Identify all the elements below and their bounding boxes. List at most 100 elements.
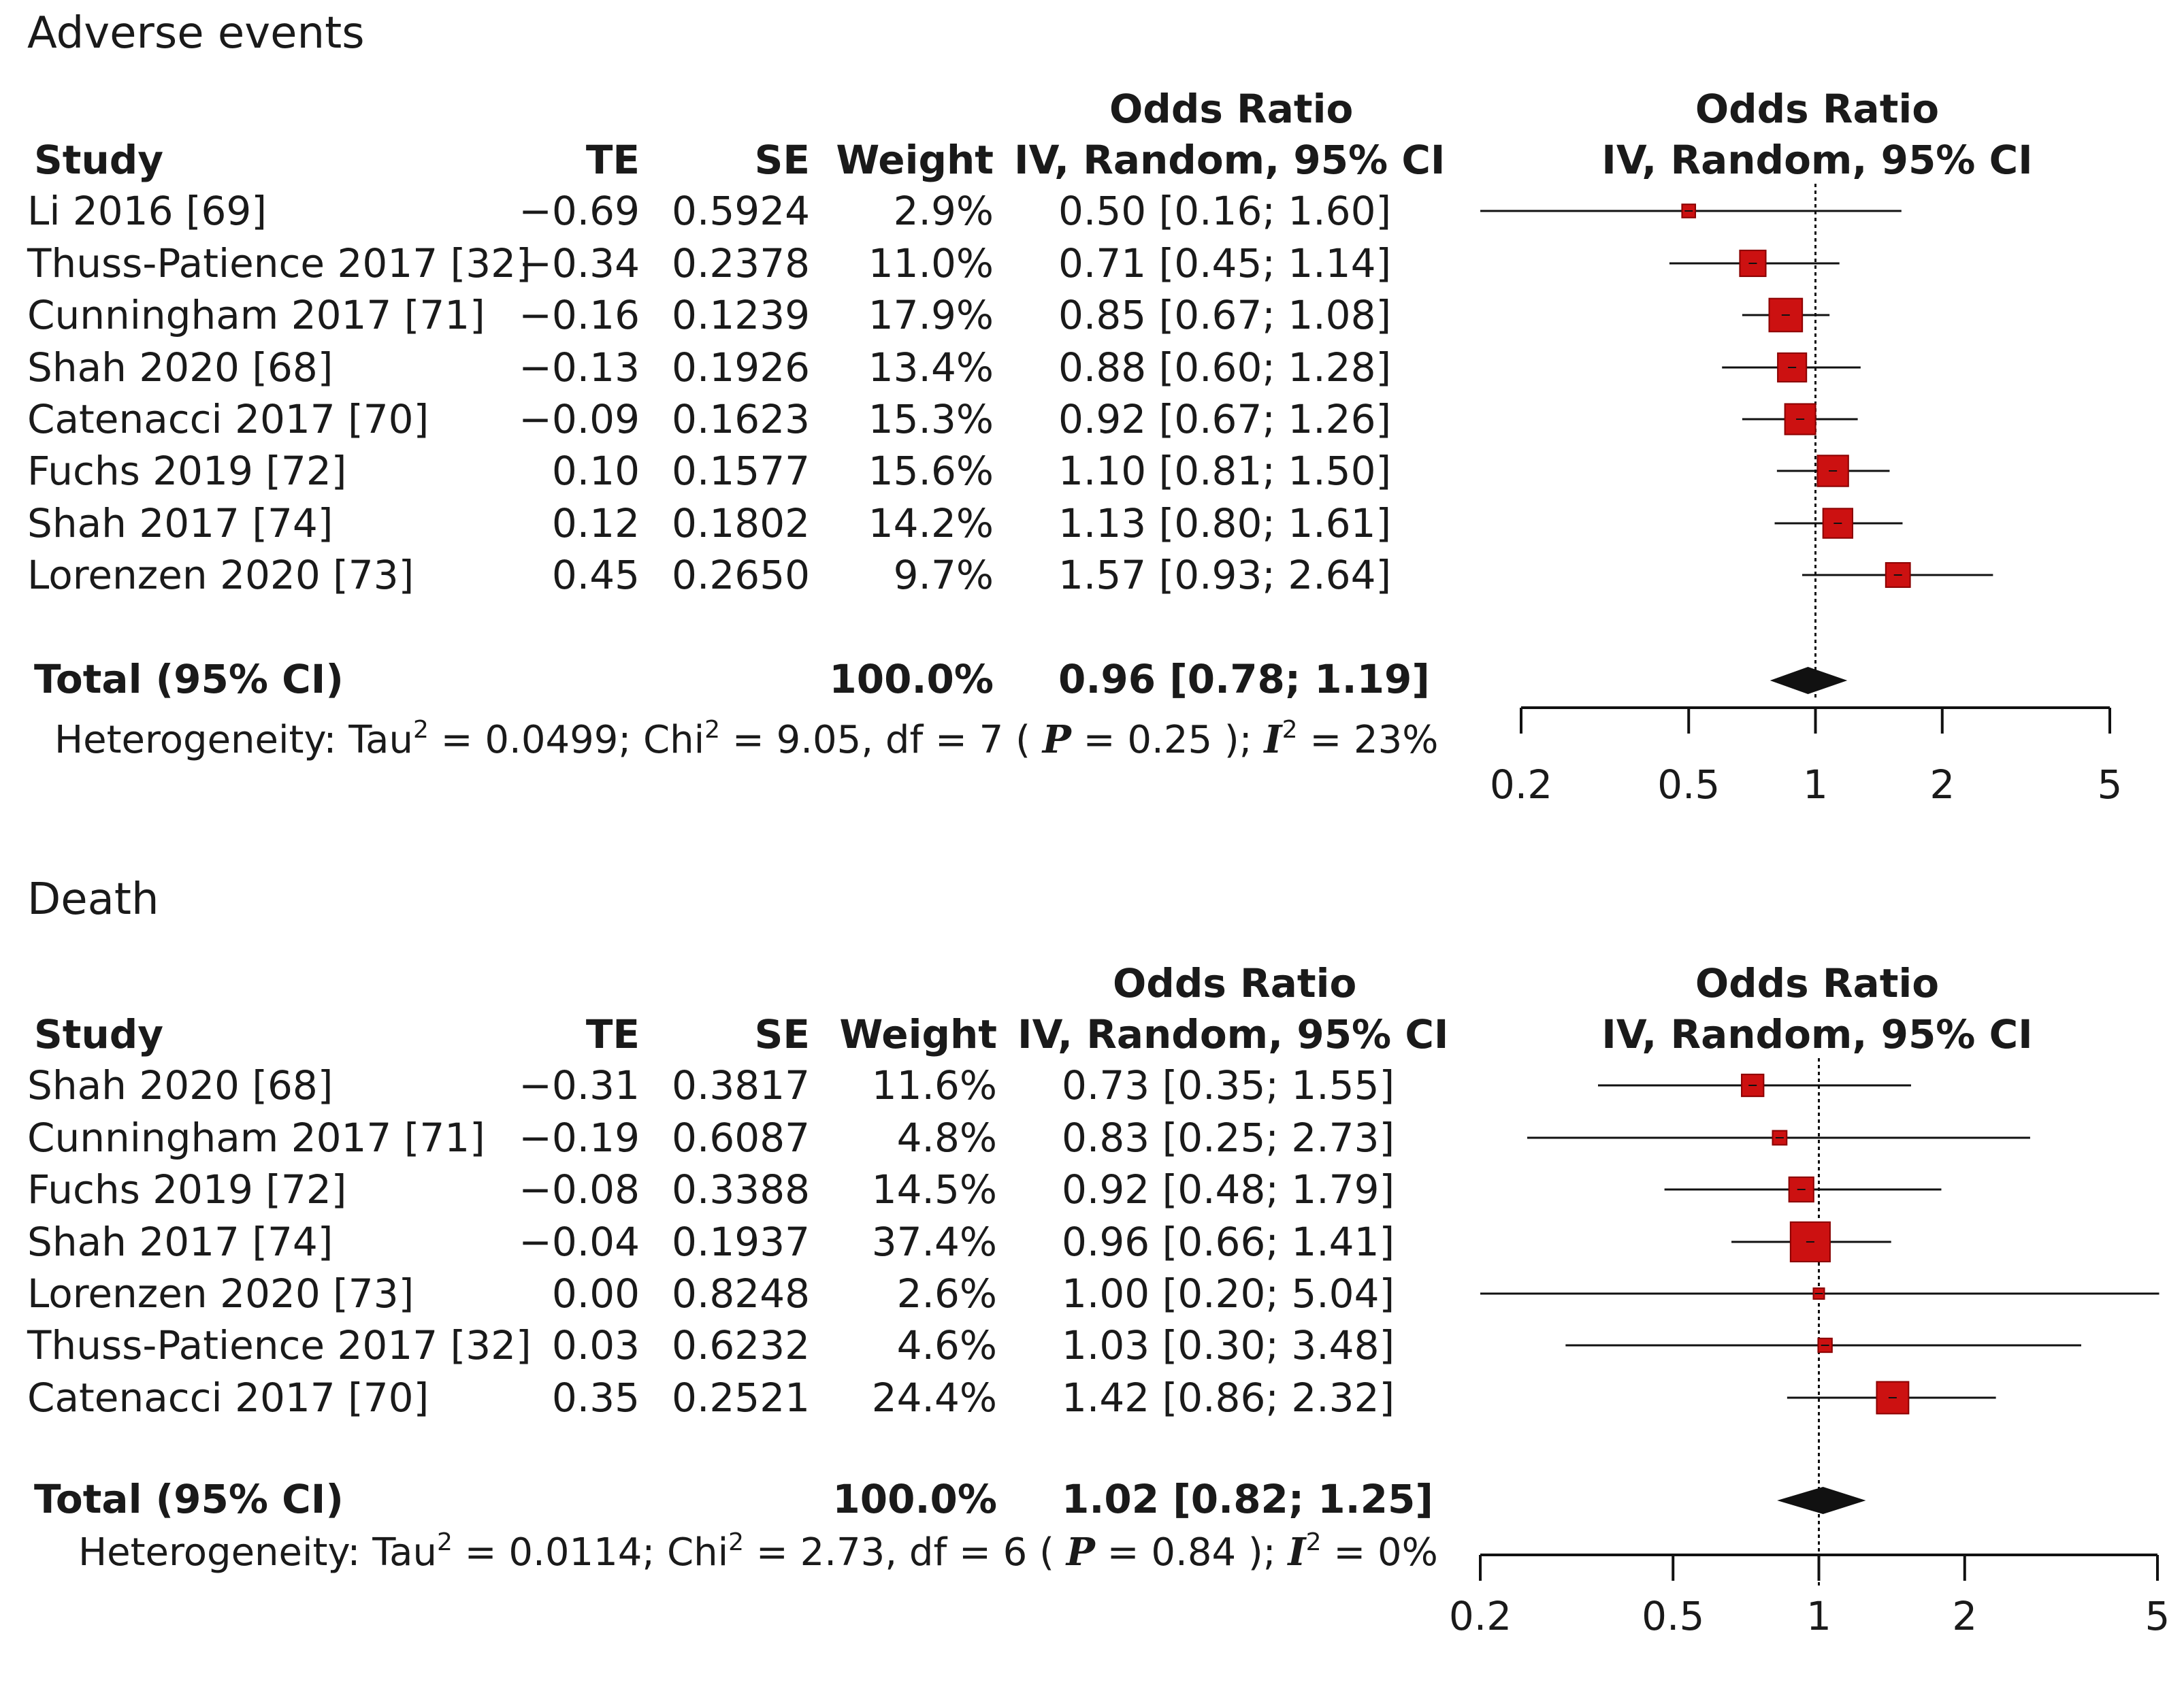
study-se: 0.5924 [672,188,810,234]
study-se: 0.2378 [672,240,810,286]
study-se: 0.8248 [672,1270,810,1317]
total-label: Total (95% CI) [34,1476,344,1522]
study-or: 1.13 [0.80; 1.61] [1058,500,1392,546]
study-te: −0.09 [519,396,640,442]
pooled-diamond [1777,1487,1866,1514]
study-te: −0.19 [519,1115,640,1161]
pooled-diamond [1770,667,1848,694]
study-weight: 24.4% [871,1375,997,1421]
study-name: Thuss-Patience 2017 [32] [27,1322,532,1368]
study-se: 0.6087 [672,1115,810,1161]
study-or: 1.42 [0.86; 2.32] [1062,1375,1395,1421]
study-name: Thuss-Patience 2017 [32] [27,240,532,286]
study-se: 0.1926 [672,344,810,391]
or-header-bottom: IV, Random, 95% CI [1014,137,1446,183]
study-name: Cunningham 2017 [71] [27,1115,485,1161]
study-name: Shah 2020 [68] [27,344,333,391]
study-weight: 4.8% [896,1115,997,1161]
study-se: 0.6232 [672,1322,810,1368]
study-or: 1.10 [0.81; 1.50] [1058,448,1392,494]
te-header: TE [585,137,640,183]
study-header: Study [34,1011,164,1057]
study-te: 0.45 [551,552,640,598]
study-square [1777,352,1808,383]
forest-plot-death: Death Odds Ratio Study TE SE Weight IV, … [0,874,2184,1691]
study-or: 0.88 [0.60; 1.28] [1058,344,1392,391]
or-header-bottom: IV, Random, 95% CI [1017,1011,1449,1057]
study-weight: 2.6% [896,1270,997,1317]
x-tick-label: 1 [1806,1593,1831,1639]
weight-header: Weight [836,137,994,183]
chart-title: Death [27,874,159,925]
se-header: SE [754,137,810,183]
study-or: 0.50 [0.16; 1.60] [1058,188,1392,234]
study-te: 0.12 [551,500,640,546]
study-se: 0.1623 [672,396,810,442]
study-name: Shah 2017 [74] [27,1219,333,1265]
study-se: 0.1802 [672,500,810,546]
study-se: 0.3817 [672,1062,810,1109]
weight-header: Weight [839,1011,997,1057]
total-weight: 100.0% [829,656,994,702]
study-or: 0.85 [0.67; 1.08] [1058,292,1392,338]
study-se: 0.1577 [672,448,810,494]
study-te: 0.35 [551,1375,640,1421]
study-or: 0.92 [0.67; 1.26] [1058,396,1392,442]
study-te: 0.03 [551,1322,640,1368]
forest-plot-adverse-events: Adverse events Odds Ratio Study TE SE We… [0,0,2184,817]
or-header-top: Odds Ratio [1109,86,1354,132]
study-name: Fuchs 2019 [72] [27,448,347,494]
plot-header-top: Odds Ratio [1695,960,1940,1006]
study-name: Lorenzen 2020 [73] [27,552,414,598]
heterogeneity-text: Heterogeneity: Tau2 = 0.0499; Chi2 = 9.0… [54,716,1439,762]
study-weight: 4.6% [896,1322,997,1368]
study-name: Li 2016 [69] [27,188,267,234]
study-or: 0.83 [0.25; 2.73] [1062,1115,1395,1161]
study-name: Catenacci 2017 [70] [27,396,429,442]
study-weight: 9.7% [893,552,994,598]
study-or: 0.71 [0.45; 1.14] [1058,240,1392,286]
study-name: Cunningham 2017 [71] [27,292,485,338]
total-weight: 100.0% [832,1476,997,1522]
study-se: 0.2521 [672,1375,810,1421]
study-te: −0.04 [519,1219,640,1265]
plot-header-bottom: IV, Random, 95% CI [1601,137,2033,183]
x-tick-label: 2 [1952,1593,1977,1639]
study-weight: 2.9% [893,188,994,234]
x-tick-label: 5 [2145,1593,2170,1639]
study-weight: 13.4% [868,344,994,391]
study-se: 0.1937 [672,1219,810,1265]
study-weight: 14.5% [871,1166,997,1213]
x-tick-label: 0.5 [1657,761,1720,808]
plot-header-bottom: IV, Random, 95% CI [1601,1011,2033,1057]
study-name: Lorenzen 2020 [73] [27,1270,414,1317]
se-header: SE [754,1011,810,1057]
study-te: −0.31 [519,1062,640,1109]
study-or: 1.57 [0.93; 2.64] [1058,552,1392,598]
study-weight: 11.0% [868,240,994,286]
study-se: 0.2650 [672,552,810,598]
study-weight: 14.2% [868,500,994,546]
te-header: TE [585,1011,640,1057]
study-weight: 15.3% [868,396,994,442]
study-weight: 15.6% [868,448,994,494]
study-se: 0.3388 [672,1166,810,1213]
heterogeneity-text: Heterogeneity: Tau2 = 0.0114; Chi2 = 2.7… [78,1528,1438,1575]
study-te: −0.08 [519,1166,640,1213]
study-weight: 17.9% [868,292,994,338]
chart-title: Adverse events [27,8,365,59]
study-te: −0.13 [519,344,640,391]
x-tick-label: 1 [1803,761,1828,808]
study-te: −0.16 [519,292,640,338]
study-or: 1.03 [0.30; 3.48] [1062,1322,1395,1368]
study-name: Shah 2020 [68] [27,1062,333,1109]
forest-plot-graphic: 0.2 0.5 1 2 5 [1449,1058,2170,1639]
study-te: 0.00 [551,1270,640,1317]
study-te: −0.34 [519,240,640,286]
study-te: 0.10 [551,448,640,494]
study-te: −0.69 [519,188,640,234]
study-weight: 11.6% [871,1062,997,1109]
plot-header-top: Odds Ratio [1695,86,1940,132]
study-or: 0.96 [0.66; 1.41] [1062,1219,1395,1265]
or-header-top: Odds Ratio [1113,960,1357,1006]
